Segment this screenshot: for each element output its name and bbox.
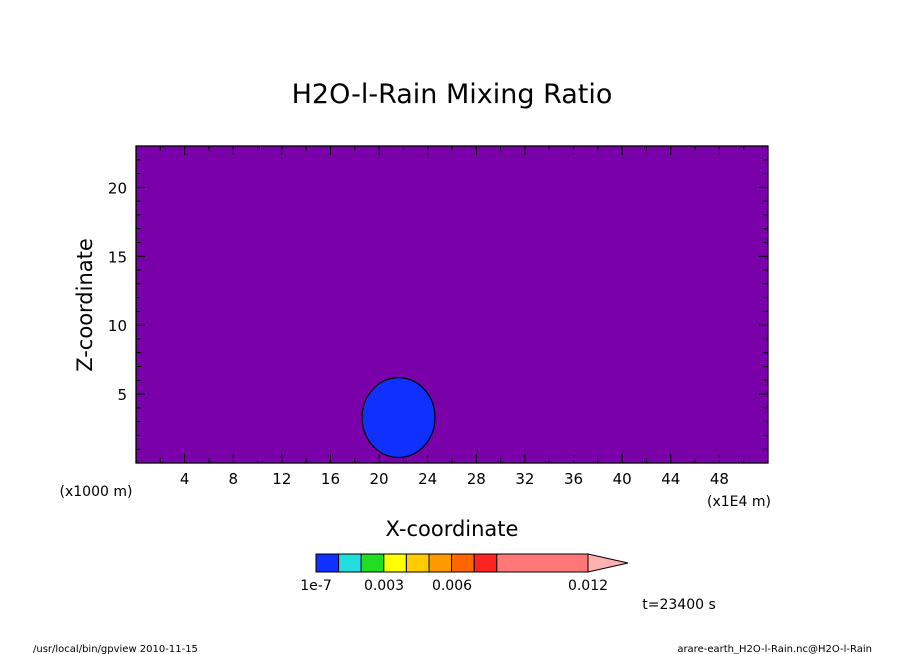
x-tick-label: 4: [180, 470, 190, 488]
y-axis-label: Z-coordinate: [73, 238, 97, 372]
x-tick-label: 12: [272, 470, 291, 488]
colorbar-segment: [451, 553, 475, 573]
x-tick-label: 40: [613, 470, 632, 488]
footer-left: /usr/local/bin/gpview 2010-11-15: [33, 644, 198, 654]
chart-title: H2O-l-Rain Mixing Ratio: [292, 79, 613, 110]
colorbar-segment: [338, 553, 362, 573]
colorbar-segment: [383, 553, 407, 573]
colorbar-segment: [405, 553, 430, 573]
y-tick-label: 20: [108, 179, 127, 197]
time-label: t=23400 s: [642, 597, 716, 613]
x-unit-right: (x1E4 m): [707, 494, 771, 510]
x-unit-left: (x1000 m): [60, 484, 133, 500]
colorbar-segment: [473, 553, 498, 573]
colorbar-label: 0.003: [364, 578, 404, 594]
x-axis-label: X-coordinate: [386, 517, 519, 541]
colorbar: 1e-7 0.003 0.006 0.012: [300, 553, 629, 594]
colorbar-segment: [428, 553, 453, 573]
rain-cell: [361, 376, 436, 459]
x-tick-label: 48: [710, 470, 729, 488]
x-tick-label: 8: [228, 470, 238, 488]
y-tick-label: 15: [108, 248, 127, 266]
colorbar-segment: [360, 553, 385, 573]
colorbar-extend-arrow: [587, 553, 629, 573]
plot-background: [136, 146, 768, 463]
footer-right: arare-earth_H2O-l-Rain.nc@H2O-l-Rain: [677, 644, 872, 654]
colorbar-segment: [315, 553, 340, 573]
x-tick-label: 16: [321, 470, 340, 488]
y-tick-label: 5: [117, 386, 127, 404]
colorbar-segment: [496, 553, 589, 573]
x-tick-label: 32: [515, 470, 534, 488]
y-tick-label: 10: [108, 317, 127, 335]
colorbar-label: 1e-7: [300, 578, 331, 594]
colorbar-label: 0.006: [432, 578, 472, 594]
x-tick-label: 44: [661, 470, 680, 488]
x-tick-label: 28: [467, 470, 486, 488]
x-tick-label: 36: [564, 470, 583, 488]
x-tick-label: 24: [418, 470, 437, 488]
x-tick-label: 20: [370, 470, 389, 488]
colorbar-label: 0.012: [568, 578, 608, 594]
